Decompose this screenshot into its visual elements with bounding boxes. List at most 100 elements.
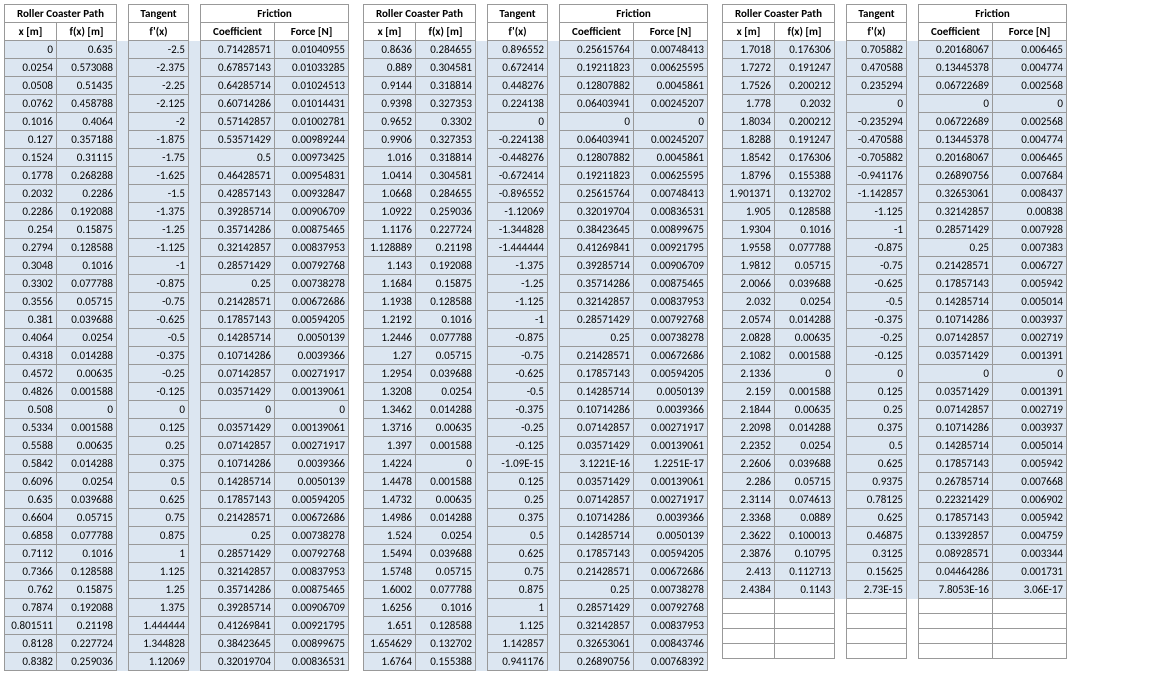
cell-fx[interactable]: 0.284655 (416, 185, 476, 203)
cell-fx[interactable]: 0.014288 (57, 455, 117, 473)
cell-fpx[interactable]: -1.5 (129, 185, 189, 203)
cell-fx[interactable]: 0.100013 (775, 527, 835, 545)
cell-x[interactable]: 1.8796 (723, 167, 775, 185)
cell-force[interactable]: 0.00792768 (634, 599, 708, 617)
cell-fpx[interactable]: -1.25 (488, 275, 548, 293)
cell-fx[interactable]: 0.51435 (57, 77, 117, 95)
cell-fx[interactable]: 0.00635 (57, 437, 117, 455)
table-row[interactable]: 0.43180.014288-0.3750.107142860.0039366 (5, 347, 349, 365)
cell-fpx[interactable]: -0.5 (129, 329, 189, 347)
cell-x[interactable]: 2.2606 (723, 455, 775, 473)
cell-coef[interactable]: 0.25 (201, 275, 275, 293)
table-row[interactable]: 0.81280.2277241.3448280.384236450.008996… (5, 635, 349, 653)
table-row[interactable]: 0.91440.3188140.4482760.128078820.004586… (364, 77, 708, 95)
cell-fpx[interactable]: 0.672414 (488, 59, 548, 77)
cell-fx[interactable]: 0.357188 (57, 131, 117, 149)
cell-x[interactable]: 0.7366 (5, 563, 57, 581)
cell-fpx[interactable]: -0.672414 (488, 167, 548, 185)
cell-x[interactable]: 1.4224 (364, 455, 416, 473)
table-row[interactable]: 1.62560.101610.285714290.00792768 (364, 599, 708, 617)
cell-fx[interactable]: 0.268288 (57, 167, 117, 185)
table-row[interactable]: 1.49860.0142880.3750.107142860.0039366 (364, 509, 708, 527)
cell-x[interactable]: 1.016 (364, 149, 416, 167)
cell-force[interactable]: 0.00932847 (275, 185, 349, 203)
cell-coef[interactable]: 0.03571429 (201, 419, 275, 437)
cell-fpx[interactable]: 0.705882 (847, 41, 907, 59)
cell-x[interactable]: 1.3716 (364, 419, 416, 437)
cell-x[interactable]: 1.8542 (723, 149, 775, 167)
cell-fpx[interactable]: -0.470588 (847, 131, 907, 149)
table-row[interactable]: 2.20980.0142880.3750.107142860.003937 (723, 419, 1067, 437)
cell-fx[interactable]: 0.15875 (57, 221, 117, 239)
cell-fx[interactable]: 0.259036 (416, 203, 476, 221)
cell-force[interactable]: 0.0039366 (275, 347, 349, 365)
table-row[interactable]: 0.86360.2846550.8965520.256157640.007484… (364, 41, 708, 59)
cell-coef[interactable]: 0.32142857 (201, 239, 275, 257)
cell-force[interactable]: 0.00672686 (275, 509, 349, 527)
cell-x[interactable]: 1.9812 (723, 257, 775, 275)
cell-fpx[interactable]: 0.896552 (488, 41, 548, 59)
cell-x[interactable]: 0.3556 (5, 293, 57, 311)
cell-fpx[interactable]: 1.125 (129, 563, 189, 581)
cell-x[interactable]: 0.381 (5, 311, 57, 329)
cell-fx[interactable]: 0.4064 (57, 113, 117, 131)
cell-x[interactable]: 2.1082 (723, 347, 775, 365)
cell-fpx[interactable]: 2.73E-15 (847, 581, 907, 599)
table-row[interactable]: 0.07620.458788-2.1250.607142860.01014431 (5, 95, 349, 113)
cell-x[interactable]: 0.1016 (5, 113, 57, 131)
cell-x[interactable]: 2.3114 (723, 491, 775, 509)
cell-fpx[interactable]: -1.375 (129, 203, 189, 221)
cell-coef[interactable]: 0.5 (201, 149, 275, 167)
cell-x[interactable]: 1.8034 (723, 113, 775, 131)
cell-force[interactable]: 0 (275, 401, 349, 419)
cell-coef[interactable]: 0.07142857 (919, 329, 993, 347)
cell-force[interactable]: 0.002568 (993, 113, 1067, 131)
cell-fpx[interactable]: -0.625 (129, 311, 189, 329)
table-row[interactable]: 1.54940.0396880.6250.178571430.00594205 (364, 545, 708, 563)
cell-x[interactable]: 2.1336 (723, 365, 775, 383)
cell-coef[interactable]: 0.10714286 (201, 455, 275, 473)
cell-x[interactable]: 0 (5, 41, 57, 59)
cell-force[interactable]: 0.00625595 (634, 59, 708, 77)
cell-fx[interactable]: 0.0254 (775, 293, 835, 311)
cell-force[interactable]: 0.006902 (993, 491, 1067, 509)
cell-force[interactable]: 0.00594205 (634, 545, 708, 563)
cell-force[interactable]: 0.00921795 (275, 617, 349, 635)
cell-fpx[interactable]: -0.896552 (488, 185, 548, 203)
table-row[interactable]: 1.1430.192088-1.3750.392857140.00906709 (364, 257, 708, 275)
cell-force[interactable]: 0.00738278 (275, 275, 349, 293)
table-row[interactable]: 1.7780.2032000 (723, 95, 1067, 113)
cell-force[interactable]: 0.00139061 (634, 473, 708, 491)
cell-coef[interactable]: 7.8053E-16 (919, 581, 993, 599)
cell-fx[interactable]: 0.00635 (57, 365, 117, 383)
table-row[interactable]: 1.21920.1016-10.285714290.00792768 (364, 311, 708, 329)
cell-fx[interactable]: 0.077788 (416, 329, 476, 347)
cell-x[interactable]: 1.7526 (723, 77, 775, 95)
cell-fpx[interactable]: -0.25 (129, 365, 189, 383)
cell-force[interactable]: 0.003344 (993, 545, 1067, 563)
cell-fx[interactable]: 0 (775, 365, 835, 383)
cell-coef[interactable]: 0.28571429 (919, 221, 993, 239)
cell-x[interactable]: 0.3048 (5, 257, 57, 275)
cell-force[interactable]: 0.002719 (993, 401, 1067, 419)
cell-fx[interactable]: 0.1016 (416, 311, 476, 329)
cell-coef[interactable]: 0.46428571 (201, 167, 275, 185)
cell-fx[interactable]: 0.001588 (775, 383, 835, 401)
cell-coef[interactable]: 0.14285714 (560, 383, 634, 401)
cell-force[interactable]: 0.00899675 (275, 635, 349, 653)
cell-fx[interactable]: 0.284655 (416, 41, 476, 59)
cell-x[interactable]: 0.0254 (5, 59, 57, 77)
cell-coef[interactable]: 0.06403941 (560, 131, 634, 149)
cell-x[interactable]: 0.9144 (364, 77, 416, 95)
cell-fx[interactable]: 0.259036 (57, 653, 117, 671)
cell-coef[interactable]: 0.08928571 (919, 545, 993, 563)
cell-x[interactable]: 1.7272 (723, 59, 775, 77)
cell-x[interactable]: 1.6256 (364, 599, 416, 617)
cell-fpx[interactable]: -2.5 (129, 41, 189, 59)
cell-fx[interactable]: 0.573088 (57, 59, 117, 77)
table-row[interactable]: 1.24460.077788-0.8750.250.00738278 (364, 329, 708, 347)
cell-x[interactable]: 2.3876 (723, 545, 775, 563)
cell-fpx[interactable]: -1.344828 (488, 221, 548, 239)
cell-coef[interactable]: 0.64285714 (201, 77, 275, 95)
cell-fx[interactable]: 0.1016 (57, 545, 117, 563)
